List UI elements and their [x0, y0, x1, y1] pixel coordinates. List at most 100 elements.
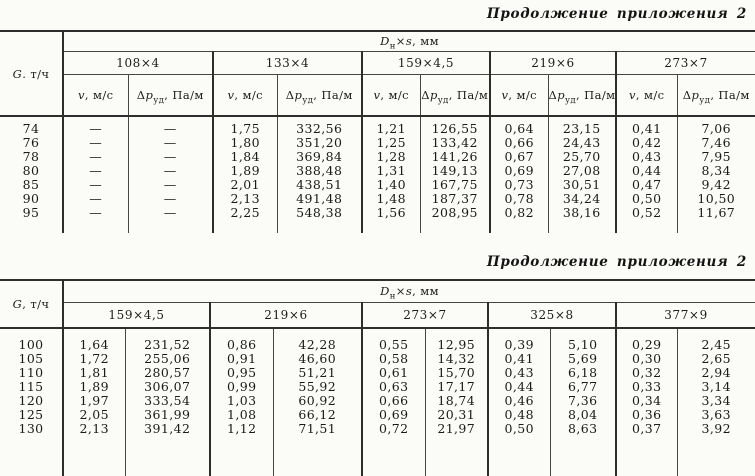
table-row: 115 1,89 306,07 0,99 55,92 0,63 17,17 0,44 6,77 0…	[0, 380, 755, 394]
value-cell: 1,75	[212, 116, 277, 136]
value-cell: 60,92	[272, 394, 362, 408]
value-cell: 38,16	[547, 206, 616, 220]
table-body: 74— —1,75 332,56 1,21 126,55 0,64 23,15 0,41 7,0…	[0, 116, 755, 233]
value-cell: 2,25	[212, 206, 277, 220]
table-row: 105 1,72 255,06 0,91 46,60 0,58 14,32 0,41 5,69 0…	[0, 352, 755, 366]
flow-rate-cell: 85	[22, 178, 40, 192]
pressure-drop-column-header: Δpуд, Па/м	[547, 74, 616, 117]
value-cell: 126,55	[419, 116, 490, 136]
value-cell: 66,12	[272, 408, 362, 422]
value-cell: —	[127, 136, 213, 150]
value-cell: 0,69	[489, 164, 548, 178]
table-row: 80— —1,89 388,48 1,31 149,13 0,69 27,08 0,44 8,3…	[0, 164, 755, 178]
empty-cell	[209, 436, 273, 476]
pipe-size-span-header: Dн×s, мм	[61, 280, 755, 303]
value-cell: 18,74	[424, 394, 488, 408]
value-cell: 2,01	[212, 178, 277, 192]
value-cell: 0,33	[615, 380, 677, 394]
value-cell: —	[127, 178, 213, 192]
value-cell: 351,20	[276, 136, 362, 150]
flow-rate-cell: 125	[18, 408, 44, 422]
pipe-flow-table-lower: G, т/ч Dн×s, мм 159×4,5 219×6 273×7 325×8 377×…	[0, 279, 755, 476]
value-cell: 167,75	[419, 178, 490, 192]
value-cell: 0,47	[615, 178, 677, 192]
value-cell: 1,08	[209, 408, 273, 422]
value-cell: 0,29	[615, 328, 677, 352]
value-cell: 0,43	[487, 366, 550, 380]
pipe-flow-table-upper: G. т/ч Dн×s, мм 108×4 133×4 159×4,5 219×6 273×…	[0, 30, 755, 233]
value-cell: 0,61	[361, 366, 425, 380]
value-cell: 0,44	[487, 380, 550, 394]
value-cell: 0,64	[489, 116, 548, 136]
table-row: 120 1,97 333,54 1,03 60,92 0,66 18,74 0,46 7,36 0…	[0, 394, 755, 408]
value-cell: 0,91	[209, 352, 273, 366]
value-cell: 12,95	[424, 328, 488, 352]
value-cell: 6,18	[549, 366, 616, 380]
value-cell: —	[62, 164, 128, 178]
value-cell: 388,48	[276, 164, 362, 178]
empty-cell	[424, 436, 488, 476]
flow-rate-cell: 100	[18, 337, 44, 352]
value-cell: 1,97	[62, 394, 125, 408]
flow-rate-cell: 80	[22, 164, 40, 178]
value-cell: 0,41	[487, 352, 550, 366]
pipe-size-header: 273×7	[614, 51, 755, 75]
empty-cell	[0, 220, 63, 233]
value-cell: 1,89	[212, 164, 277, 178]
table-row: 95— —2,25 548,38 1,56 208,95 0,82 38,16 0,52 11,…	[0, 206, 755, 220]
value-cell: 0,32	[615, 366, 677, 380]
empty-cell	[0, 436, 63, 476]
flow-rate-cell: 78	[22, 150, 40, 164]
value-cell: —	[62, 192, 128, 206]
velocity-column-header: v, м/с	[212, 74, 277, 117]
value-cell: 0,39	[487, 328, 550, 352]
value-cell: 0,41	[615, 116, 677, 136]
value-cell: —	[62, 206, 128, 220]
value-cell: 255,06	[124, 352, 210, 366]
table-header: G. т/ч Dн×s, мм 108×4 133×4 159×4,5 219×6 273×…	[0, 31, 755, 117]
value-cell: 21,97	[424, 422, 488, 436]
pipe-size-header: 219×6	[489, 51, 616, 75]
table-body: 100 1,64 231,52 0,86 42,28 0,55 12,95 0,39 5,10 0…	[0, 328, 755, 476]
value-cell: 23,15	[547, 116, 616, 136]
value-cell: 25,70	[547, 150, 616, 164]
value-cell: 2,13	[62, 422, 125, 436]
table-header: G, т/ч Dн×s, мм 159×4,5 219×6 273×7 325×8 377×…	[0, 280, 755, 329]
table-row: 78— —1,84 369,84 1,28 141,26 0,67 25,70 0,43 7,9…	[0, 150, 755, 164]
value-cell: 1,89	[62, 380, 125, 394]
value-cell: 7,95	[676, 150, 755, 164]
flow-rate-cell: 90	[22, 192, 40, 206]
value-cell: 0,86	[209, 328, 273, 352]
table-row: 90— —2,13 491,48 1,48 187,37 0,78 34,24 0,50 10,…	[0, 192, 755, 206]
value-cell: 0,30	[615, 352, 677, 366]
table-row: 110 1,81 280,57 0,95 51,21 0,61 15,70 0,43 6,18 0…	[0, 366, 755, 380]
value-cell: 0,34	[615, 394, 677, 408]
value-cell: 2,65	[676, 352, 755, 366]
empty-cell	[62, 436, 125, 476]
pipe-size-header: 377×9	[614, 302, 755, 329]
value-cell: 0,52	[615, 206, 677, 220]
pipe-size-header: 273×7	[361, 302, 488, 329]
value-cell: 3,14	[676, 380, 755, 394]
value-cell: 141,26	[419, 150, 490, 164]
empty-cell	[127, 220, 213, 233]
value-cell: 2,13	[212, 192, 277, 206]
empty-cell	[361, 220, 420, 233]
value-cell: 71,51	[272, 422, 362, 436]
value-cell: 17,17	[424, 380, 488, 394]
value-cell: 1,80	[212, 136, 277, 150]
value-cell: 7,46	[676, 136, 755, 150]
value-cell: 0,46	[487, 394, 550, 408]
value-cell: 1,56	[361, 206, 420, 220]
value-cell: 231,52	[124, 328, 210, 352]
table-row: 125 2,05 361,99 1,08 66,12 0,69 20,31 0,48 8,04 0…	[0, 408, 755, 422]
value-cell: 0,50	[615, 192, 677, 206]
table-tail	[0, 220, 755, 233]
value-cell: 0,95	[209, 366, 273, 380]
value-cell: 1,31	[361, 164, 420, 178]
pipe-size-header: 108×4	[62, 51, 213, 75]
table-row: 130 2,13 391,42 1,12 71,51 0,72 21,97 0,50 8,63 0…	[0, 422, 755, 436]
value-cell: 0,55	[361, 328, 425, 352]
flow-rate-cell: 130	[18, 422, 44, 436]
